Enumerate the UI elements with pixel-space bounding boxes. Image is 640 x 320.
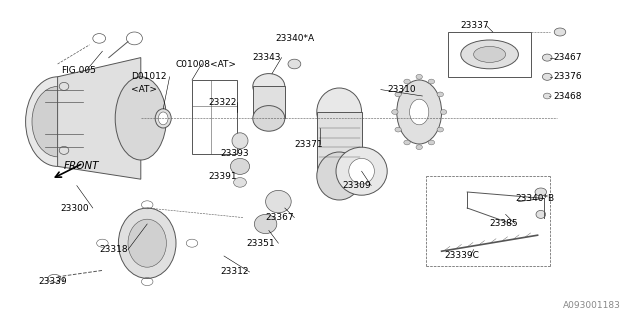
Text: 23300: 23300	[61, 204, 90, 212]
Ellipse shape	[397, 80, 442, 144]
Ellipse shape	[349, 158, 374, 184]
Ellipse shape	[253, 74, 285, 99]
Ellipse shape	[395, 92, 401, 97]
Ellipse shape	[158, 112, 168, 125]
Ellipse shape	[437, 92, 444, 97]
Text: A093001183: A093001183	[563, 301, 621, 310]
Ellipse shape	[288, 59, 301, 69]
Bar	[448, 32, 531, 77]
Text: 23391: 23391	[208, 172, 237, 180]
Ellipse shape	[317, 152, 362, 200]
Ellipse shape	[253, 106, 285, 131]
Text: 23339C: 23339C	[445, 252, 479, 260]
Ellipse shape	[428, 140, 435, 145]
Ellipse shape	[543, 54, 552, 61]
Text: 23340*A: 23340*A	[275, 34, 314, 43]
Text: <AT>: <AT>	[131, 85, 157, 94]
Polygon shape	[253, 86, 285, 118]
Text: FRONT: FRONT	[64, 161, 99, 172]
Text: 23310: 23310	[387, 85, 416, 94]
Ellipse shape	[461, 40, 518, 69]
Text: 23351: 23351	[246, 239, 275, 248]
Text: D01012: D01012	[131, 72, 166, 81]
Polygon shape	[58, 58, 141, 179]
Ellipse shape	[428, 79, 435, 84]
Ellipse shape	[266, 190, 291, 213]
Ellipse shape	[404, 140, 410, 145]
Ellipse shape	[234, 178, 246, 187]
Ellipse shape	[536, 211, 545, 219]
Text: 23467: 23467	[554, 53, 582, 62]
Text: 23337: 23337	[461, 21, 490, 30]
Ellipse shape	[26, 77, 90, 166]
Polygon shape	[317, 112, 362, 176]
Text: FIG.005: FIG.005	[61, 66, 95, 75]
Text: 23322: 23322	[208, 98, 236, 107]
Ellipse shape	[535, 188, 547, 196]
Text: 23343: 23343	[253, 53, 282, 62]
Text: 23468: 23468	[554, 92, 582, 100]
Ellipse shape	[543, 73, 552, 80]
Text: 23309: 23309	[342, 181, 371, 190]
Text: 23318: 23318	[99, 245, 128, 254]
Ellipse shape	[254, 214, 276, 234]
Text: 23367: 23367	[266, 213, 294, 222]
Text: 23339: 23339	[38, 277, 67, 286]
Ellipse shape	[155, 109, 172, 128]
Ellipse shape	[474, 46, 506, 62]
Ellipse shape	[232, 133, 248, 149]
Text: 23312: 23312	[221, 268, 250, 276]
Ellipse shape	[437, 127, 444, 132]
Ellipse shape	[230, 158, 250, 174]
Ellipse shape	[395, 127, 401, 132]
Text: 23340*B: 23340*B	[515, 194, 554, 203]
Ellipse shape	[554, 28, 566, 36]
Text: 23385: 23385	[490, 220, 518, 228]
Ellipse shape	[118, 208, 176, 278]
Text: 23371: 23371	[294, 140, 323, 148]
Ellipse shape	[392, 109, 398, 115]
Ellipse shape	[440, 109, 447, 115]
Ellipse shape	[32, 86, 83, 157]
Ellipse shape	[543, 93, 551, 99]
Ellipse shape	[416, 75, 422, 79]
Ellipse shape	[404, 79, 410, 84]
Ellipse shape	[128, 219, 166, 267]
Text: 23376: 23376	[554, 72, 582, 81]
Ellipse shape	[317, 88, 362, 136]
Ellipse shape	[410, 99, 429, 125]
Ellipse shape	[416, 145, 422, 150]
Text: 23393: 23393	[221, 149, 250, 158]
Text: C01008<AT>: C01008<AT>	[176, 60, 237, 68]
Ellipse shape	[336, 147, 387, 195]
Ellipse shape	[115, 77, 166, 160]
